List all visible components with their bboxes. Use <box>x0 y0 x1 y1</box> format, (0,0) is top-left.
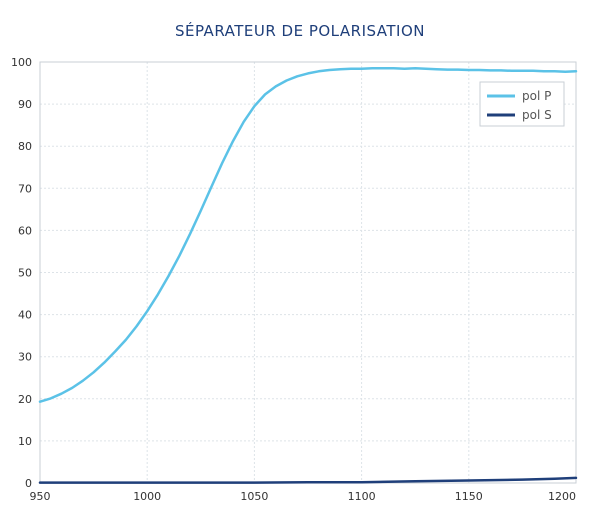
y-tick-label: 40 <box>18 309 32 322</box>
x-tick-label: 1000 <box>133 490 161 503</box>
series-line-pol-s <box>38 476 578 484</box>
y-tick-label: 90 <box>18 98 32 111</box>
y-tick-label: 50 <box>18 267 32 280</box>
legend-box <box>479 81 565 127</box>
series-lines <box>38 67 578 484</box>
x-tick-label: 1100 <box>348 490 376 503</box>
y-tick-label: 70 <box>18 182 32 195</box>
x-axis-ticks: 950 1000 1050 1100 1150 1200 <box>30 490 577 503</box>
series-line-pol-p <box>38 67 578 403</box>
y-tick-label: 10 <box>18 435 32 448</box>
grid <box>40 62 576 483</box>
x-tick-label: 1050 <box>240 490 268 503</box>
y-axis-ticks: 0 10 20 30 40 50 60 70 80 90 100 <box>11 56 32 490</box>
x-tick-label: 950 <box>30 490 51 503</box>
y-tick-label: 20 <box>18 393 32 406</box>
legend-label-pol-p: pol P <box>522 89 551 103</box>
y-tick-label: 100 <box>11 56 32 69</box>
x-tick-label: 1150 <box>455 490 483 503</box>
legend-label-pol-s: pol S <box>522 108 552 122</box>
x-tick-label: 1200 <box>548 490 576 503</box>
y-tick-label: 0 <box>25 477 32 490</box>
chart-title: SÉPARATEUR DE POLARISATION <box>175 21 425 40</box>
y-tick-label: 30 <box>18 351 32 364</box>
y-tick-label: 80 <box>18 140 32 153</box>
y-tick-label: 60 <box>18 224 32 237</box>
legend: pol P pol S <box>479 81 565 127</box>
